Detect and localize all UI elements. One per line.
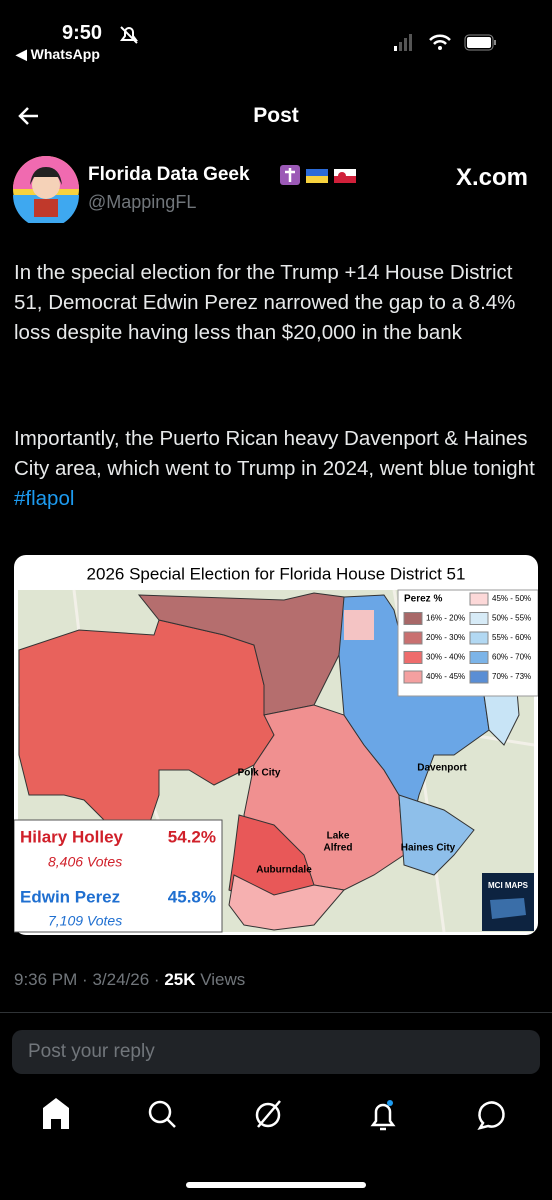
place-label: Polk City (238, 768, 281, 779)
candidate-pct: 54.2% (168, 827, 216, 846)
status-icons (394, 34, 496, 51)
place-label: Davenport (417, 763, 467, 774)
nav-home[interactable] (43, 1098, 69, 1129)
legend-swatch (403, 631, 423, 645)
place-label: Auburndale (256, 865, 312, 876)
name-emojis (280, 165, 356, 185)
legend-swatch (469, 592, 489, 606)
post-time: 9:36 PM (14, 970, 78, 989)
map-image[interactable]: 2026 Special Election for Florida House … (14, 555, 538, 935)
legend-label: 20% - 30% (426, 633, 465, 642)
candidate-name: Hilary Holley (20, 827, 124, 846)
legend-label: 40% - 45% (426, 672, 465, 681)
home-indicator (186, 1182, 366, 1188)
nav-search[interactable] (148, 1100, 176, 1128)
post-date: 3/24/26 (92, 970, 150, 989)
status-time: 9:50 (62, 22, 103, 44)
place-label: Lake (327, 831, 350, 842)
back-button[interactable] (16, 104, 42, 128)
candidate-pct: 45.8% (168, 887, 216, 906)
map-title: 2026 Special Election for Florida House … (87, 564, 466, 583)
separator: · (153, 970, 160, 989)
divider (0, 1012, 552, 1013)
legend-swatch (403, 612, 423, 625)
header-title: Post (253, 104, 299, 127)
candidate-votes: 8,406 Votes (48, 854, 122, 870)
logo: MCI MAPS (488, 881, 529, 890)
views-label: Views (200, 970, 246, 989)
source-domain[interactable]: X.com (455, 164, 528, 191)
hashtag[interactable]: #flapol (14, 487, 75, 510)
post-paragraph: In the special election for the Trump +1… (14, 261, 516, 344)
views[interactable]: 25K Views (164, 970, 245, 989)
post-paragraph: Importantly, the Puerto Rican heavy Dave… (14, 424, 542, 514)
legend-swatch (469, 651, 489, 664)
legend-label: 30% - 40% (426, 653, 465, 662)
legend-swatch (469, 631, 489, 645)
mute-icon (120, 26, 138, 44)
reply-box[interactable]: Post your reply (12, 1030, 540, 1074)
nav-notifications[interactable] (370, 1100, 396, 1131)
candidate-votes: 7,109 Votes (48, 913, 122, 929)
legend-swatch (469, 612, 489, 625)
nav-messages[interactable] (477, 1101, 505, 1130)
legend-label: 60% - 70% (492, 653, 531, 662)
post-meta: 9:36 PM · 3/24/26 · 25K Views (14, 970, 245, 990)
views-count: 25K (164, 970, 196, 989)
legend-swatch (469, 670, 489, 684)
back-to-app[interactable]: ◀ WhatsApp (16, 46, 100, 62)
author-handle[interactable]: @MappingFL (88, 192, 197, 212)
back-app-name: WhatsApp (30, 46, 100, 62)
legend-swatch (403, 670, 423, 684)
candidate-name: Edwin Perez (20, 887, 120, 906)
legend-label: 45% - 50% (492, 594, 531, 603)
legend-label: 70% - 73% (492, 672, 531, 681)
legend-title: Perez % (404, 594, 442, 605)
place-label: Haines City (401, 843, 456, 854)
avatar[interactable] (12, 155, 80, 223)
legend-label: 16% - 20% (426, 614, 465, 623)
place-label: Alfred (324, 843, 353, 854)
post-text: Importantly, the Puerto Rican heavy Dave… (14, 427, 535, 480)
nav-grok[interactable] (255, 1100, 281, 1128)
reply-placeholder: Post your reply (28, 1041, 155, 1062)
author-name[interactable]: Florida Data Geek (88, 164, 250, 185)
bottom-nav (43, 1098, 505, 1131)
legend-label: 50% - 55% (492, 614, 531, 623)
separator: · (82, 970, 88, 989)
legend-label: 55% - 60% (492, 633, 531, 642)
legend-swatch (403, 651, 423, 664)
